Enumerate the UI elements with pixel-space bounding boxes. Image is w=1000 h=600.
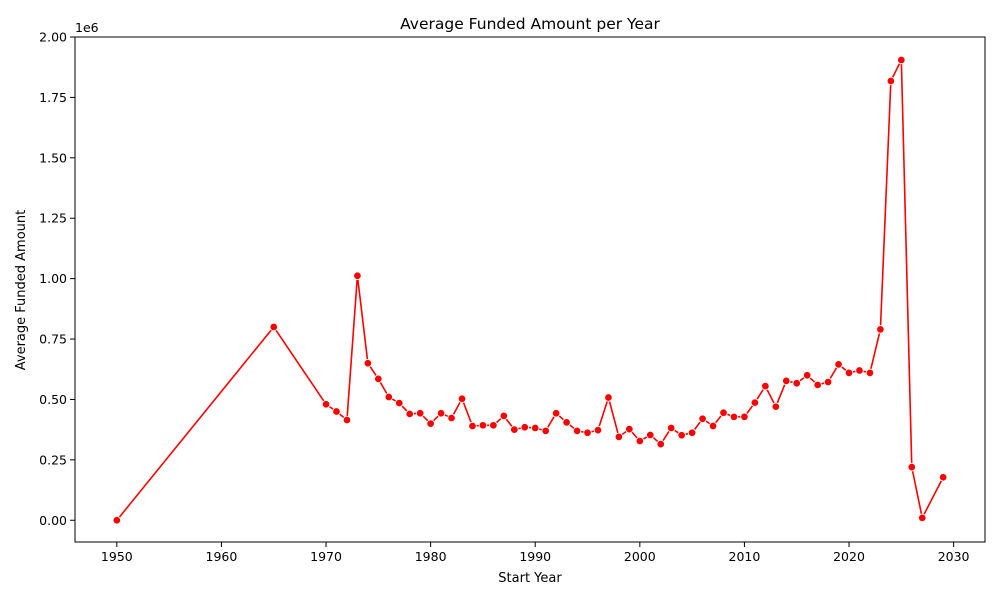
y-tick-label: 2.00 [39, 30, 67, 45]
data-point [782, 376, 791, 386]
data-point [750, 398, 760, 407]
y-tick-label: 0.25 [39, 452, 67, 467]
data-point [876, 325, 885, 334]
data-point [478, 421, 488, 430]
data-point [604, 393, 613, 402]
data-point [666, 423, 676, 433]
plot-frame [74, 36, 986, 543]
data-point [907, 462, 917, 472]
data-point [572, 426, 582, 436]
data-point [426, 419, 435, 428]
data-point [436, 408, 446, 418]
data-point [761, 381, 770, 391]
data-point [740, 412, 749, 422]
data-point [635, 436, 645, 446]
data-point [792, 379, 801, 388]
x-tick-label: 2030 [938, 549, 970, 564]
data-point [917, 513, 927, 523]
data-point [405, 409, 414, 419]
data-point [646, 430, 655, 440]
data-point [342, 415, 352, 425]
y-tick-label: 0.00 [39, 513, 67, 528]
data-point [938, 472, 948, 482]
data-point [468, 421, 477, 431]
data-point [384, 392, 394, 402]
data-point [844, 368, 854, 378]
y-tick-label: 1.75 [39, 90, 67, 105]
x-tick-label: 1980 [415, 549, 447, 564]
y-tick-label: 0.75 [39, 332, 67, 347]
data-point [897, 55, 906, 65]
data-point [813, 380, 822, 390]
data-point [499, 411, 509, 421]
data-point [823, 377, 833, 387]
data-point [363, 358, 373, 368]
data-point [656, 439, 665, 449]
x-axis-ticks: 1950 1960 1970 1980 1990 2000 2010 2020 2030 [101, 542, 970, 564]
data-point [886, 76, 896, 86]
data-point [353, 271, 362, 280]
y-offset-label: 1e6 [75, 20, 99, 35]
data-point [447, 413, 456, 423]
data-point [593, 425, 603, 435]
data-point [489, 421, 498, 430]
data-point [708, 421, 718, 431]
x-tick-label: 1970 [310, 549, 342, 564]
x-tick-label: 2000 [624, 549, 656, 564]
series-markers [112, 55, 948, 525]
data-point [698, 414, 707, 424]
data-point [541, 426, 550, 436]
x-axis-label: Start Year [498, 571, 562, 586]
y-tick-label: 1.50 [39, 150, 67, 165]
data-point [855, 366, 864, 375]
data-point [332, 407, 341, 416]
y-tick-label: 1.00 [39, 271, 67, 286]
y-tick-label: 1.25 [39, 211, 67, 226]
y-tick-label: 0.50 [39, 392, 67, 407]
data-point [551, 408, 561, 418]
data-point [771, 402, 781, 411]
data-point [510, 425, 519, 434]
data-point [583, 428, 592, 438]
y-axis-label: Average Funded Amount [14, 210, 29, 370]
data-point [530, 423, 540, 433]
x-tick-label: 1950 [101, 549, 133, 564]
x-tick-label: 2010 [729, 549, 761, 564]
data-point [415, 408, 425, 418]
data-point [374, 374, 383, 384]
data-point [625, 424, 634, 434]
y-axis-ticks: 0.00 0.25 0.50 0.75 1.00 1.25 1.50 1.75 2.00 [39, 30, 75, 528]
data-point [802, 371, 812, 380]
chart-title: Average Funded Amount per Year [400, 15, 660, 33]
data-point [457, 394, 467, 403]
x-tick-label: 2020 [833, 549, 865, 564]
x-tick-label: 1960 [206, 549, 238, 564]
data-point [865, 368, 875, 378]
data-point [395, 398, 404, 408]
data-point [562, 418, 571, 427]
data-point [520, 422, 530, 432]
data-point [687, 428, 697, 438]
x-tick-label: 1990 [519, 549, 551, 564]
data-point [614, 432, 624, 442]
data-point [719, 408, 728, 417]
data-point [677, 430, 686, 440]
data-point [834, 360, 843, 369]
data-point [321, 400, 331, 409]
data-point [269, 322, 278, 332]
data-point [729, 412, 739, 422]
data-point [112, 516, 122, 525]
